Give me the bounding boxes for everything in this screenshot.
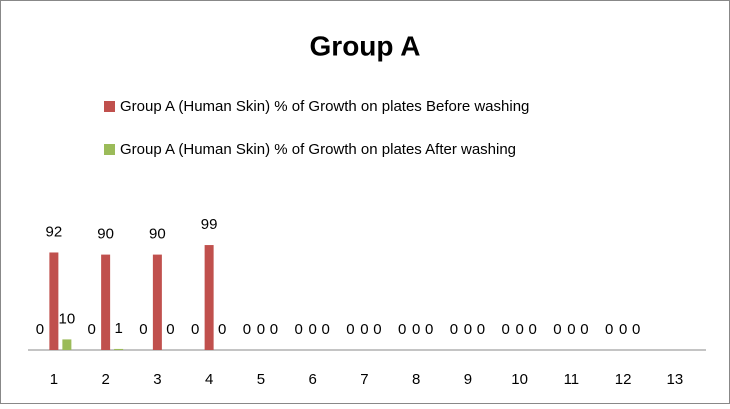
x-tick-label: 13 (667, 371, 684, 388)
data-label: 0 (36, 321, 44, 338)
bar (114, 348, 124, 350)
data-label: 0 (398, 321, 406, 338)
bar (49, 252, 59, 350)
data-label: 0 (360, 321, 368, 338)
x-tick-label: 5 (257, 371, 265, 388)
legend-swatch (104, 144, 115, 155)
data-label: 90 (97, 226, 114, 243)
data-label: 0 (528, 321, 536, 338)
legend-label: Group A (Human Skin) % of Growth on plat… (120, 98, 529, 115)
data-label: 0 (515, 321, 523, 338)
data-label: 0 (294, 321, 302, 338)
bar (62, 339, 72, 350)
x-tick-label: 6 (308, 371, 316, 388)
bar (152, 254, 162, 350)
legend-label: Group A (Human Skin) % of Growth on plat… (120, 141, 516, 158)
x-tick-label: 9 (464, 371, 472, 388)
data-label: 10 (59, 310, 76, 327)
data-label: 0 (139, 321, 147, 338)
data-label: 0 (191, 321, 199, 338)
x-tick-label: 12 (615, 371, 632, 388)
data-label: 0 (270, 321, 278, 338)
data-label: 0 (477, 321, 485, 338)
data-label: 0 (257, 321, 265, 338)
data-label: 92 (46, 223, 63, 240)
data-label: 0 (425, 321, 433, 338)
x-tick-label: 2 (101, 371, 109, 388)
data-label: 0 (553, 321, 561, 338)
data-label: 0 (501, 321, 509, 338)
data-label: 0 (346, 321, 354, 338)
x-tick-label: 11 (564, 371, 580, 388)
data-label: 1 (114, 320, 122, 337)
data-label: 0 (87, 321, 95, 338)
data-label: 0 (580, 321, 588, 338)
data-label: 0 (567, 321, 575, 338)
data-label: 90 (149, 226, 166, 243)
bar (101, 254, 111, 350)
x-tick-label: 3 (153, 371, 161, 388)
x-tick-label: 10 (511, 371, 528, 388)
data-label: 0 (619, 321, 627, 338)
data-label: 0 (321, 321, 329, 338)
x-tick-label: 7 (360, 371, 368, 388)
data-label: 0 (243, 321, 251, 338)
data-label: 0 (632, 321, 640, 338)
data-label: 0 (308, 321, 316, 338)
x-tick-label: 1 (50, 371, 58, 388)
bar (204, 245, 214, 350)
data-label: 0 (373, 321, 381, 338)
data-label: 0 (464, 321, 472, 338)
x-tick-label: 8 (412, 371, 420, 388)
data-label: 99 (201, 216, 218, 233)
data-label: 0 (166, 321, 174, 338)
data-label: 0 (605, 321, 613, 338)
data-label: 0 (218, 321, 226, 338)
data-label: 0 (412, 321, 420, 338)
chart-title: Group A (310, 30, 421, 61)
data-label: 0 (450, 321, 458, 338)
x-tick-label: 4 (205, 371, 213, 388)
legend-swatch (104, 101, 115, 112)
